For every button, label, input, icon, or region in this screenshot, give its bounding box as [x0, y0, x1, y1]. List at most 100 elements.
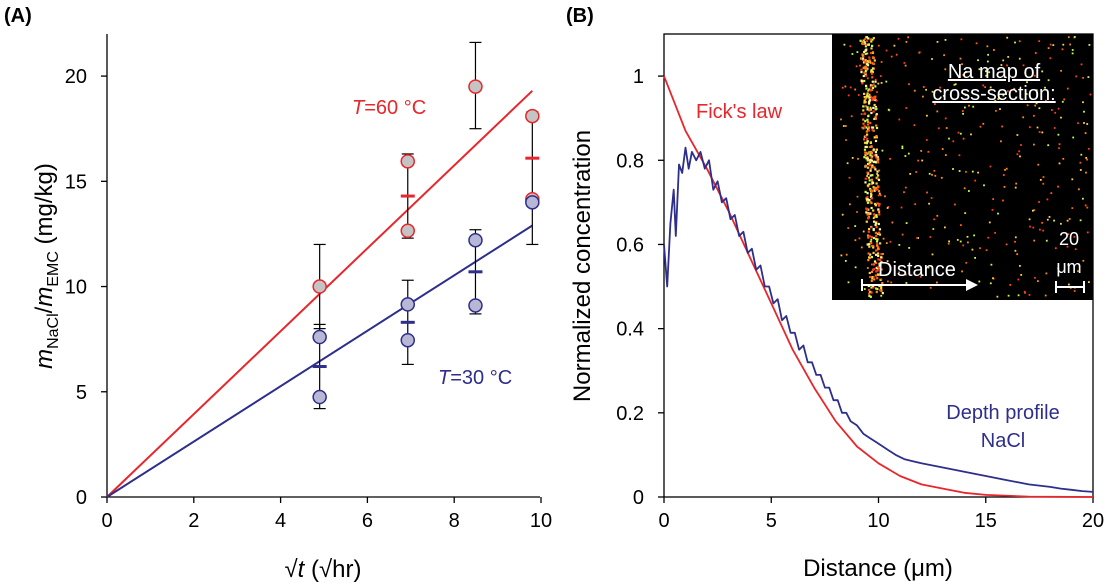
na-map-dot — [871, 76, 874, 79]
na-map-dot — [872, 37, 875, 40]
na-map-dot — [868, 99, 871, 102]
na-map-dot — [846, 162, 849, 165]
na-map-dot — [1072, 136, 1075, 139]
na-map-dot — [1041, 70, 1044, 73]
na-map-dot — [872, 276, 875, 279]
panel-b-y-label: Normalized concentration — [569, 130, 596, 402]
na-map-dot — [866, 140, 869, 143]
na-map-dot — [851, 157, 854, 159]
na-map-dot — [866, 63, 869, 66]
na-map-dot — [854, 225, 857, 227]
na-map-dot — [862, 127, 865, 130]
na-map-dot — [870, 70, 873, 73]
na-map-dot — [965, 171, 967, 173]
na-map-dot — [904, 155, 907, 157]
na-map-dot — [869, 295, 872, 298]
na-map-dot — [1068, 218, 1071, 220]
na-map-dot — [877, 82, 880, 85]
na-map-dot — [945, 154, 947, 156]
data-point — [400, 223, 416, 239]
na-map-dot — [856, 211, 858, 213]
na-map-dot — [1085, 157, 1088, 159]
x-label-unit: (√hr) — [304, 556, 361, 583]
scale-bar-unit: μm — [1056, 257, 1081, 277]
na-map-dot — [881, 149, 884, 152]
na-map-dot — [874, 117, 877, 120]
na-map-dot — [866, 196, 869, 199]
na-map-dot — [1001, 125, 1003, 128]
na-map-dot — [874, 223, 877, 226]
na-map-dot — [869, 275, 872, 279]
na-map-dot — [867, 37, 870, 40]
na-map-dot — [869, 89, 872, 92]
na-map-dot — [864, 120, 867, 123]
na-map-dot — [1016, 134, 1019, 136]
na-map-dot — [876, 269, 879, 272]
na-map-dot — [977, 59, 979, 62]
na-map-dot — [862, 118, 865, 121]
na-map-dot — [872, 286, 875, 289]
na-map-dot — [1071, 52, 1074, 55]
y-label-sub1: NaCl — [45, 313, 62, 349]
na-map-dot — [1063, 98, 1066, 101]
na-map-dot — [929, 286, 932, 289]
na-map-dot — [905, 107, 908, 109]
na-map-dot — [1042, 182, 1045, 185]
na-map-dot — [856, 51, 859, 53]
na-map-dot — [861, 53, 864, 56]
na-map-dot — [930, 197, 933, 199]
na-map-dot — [1042, 176, 1045, 178]
na-map-dot — [870, 236, 874, 239]
na-map-dot — [989, 165, 992, 168]
na-map-dot — [879, 75, 882, 77]
na-map-dot — [876, 156, 879, 158]
na-map-dot — [973, 234, 975, 237]
na-map-dot — [928, 172, 931, 175]
na-map-dot — [880, 278, 883, 281]
na-map-dot — [877, 273, 880, 276]
na-map-dot — [929, 236, 932, 238]
na-map-dot — [898, 271, 900, 274]
na-map-dot — [928, 202, 930, 205]
na-map-dot — [871, 263, 873, 266]
na-map-dot — [867, 114, 870, 117]
na-map-dot — [879, 242, 882, 245]
na-map-dot — [865, 211, 868, 214]
na-map-dot — [875, 266, 878, 269]
na-map-dot — [861, 126, 864, 129]
na-map-dot — [877, 208, 880, 211]
na-map-dot — [874, 116, 877, 119]
na-map-dot — [927, 150, 930, 153]
x-tick-label: 8 — [449, 510, 460, 532]
depth-profile-label-line1: Depth profile — [946, 402, 1059, 424]
na-map-dot — [878, 213, 881, 216]
na-map-dot — [962, 74, 965, 76]
na-map-dot — [868, 243, 871, 246]
na-map-dot — [878, 211, 881, 214]
na-map-dot — [866, 198, 869, 201]
na-map-dot — [880, 256, 883, 259]
na-map-dot — [1014, 186, 1017, 189]
na-map-dot — [1006, 90, 1009, 93]
y-tick-label: 0 — [76, 487, 87, 509]
na-map-dot — [868, 235, 872, 238]
na-map-dot — [869, 121, 872, 125]
na-map-dot — [867, 176, 870, 179]
na-map-dot — [871, 189, 874, 193]
na-map-dot — [862, 66, 865, 69]
na-map-dot — [865, 74, 868, 77]
na-map-dot — [982, 84, 985, 87]
na-map-dot — [866, 106, 869, 109]
na-map-dot — [875, 182, 878, 185]
na-map-dot — [870, 40, 873, 43]
na-map-dot — [1058, 147, 1060, 150]
na-map-dot — [877, 185, 880, 189]
na-map-dot — [870, 193, 873, 196]
na-map-dot — [866, 267, 869, 269]
na-map-dot — [1014, 41, 1016, 44]
data-point — [400, 154, 416, 169]
na-map-dot — [870, 178, 873, 181]
na-map-dot — [869, 51, 873, 55]
na-map-dot — [868, 61, 871, 64]
